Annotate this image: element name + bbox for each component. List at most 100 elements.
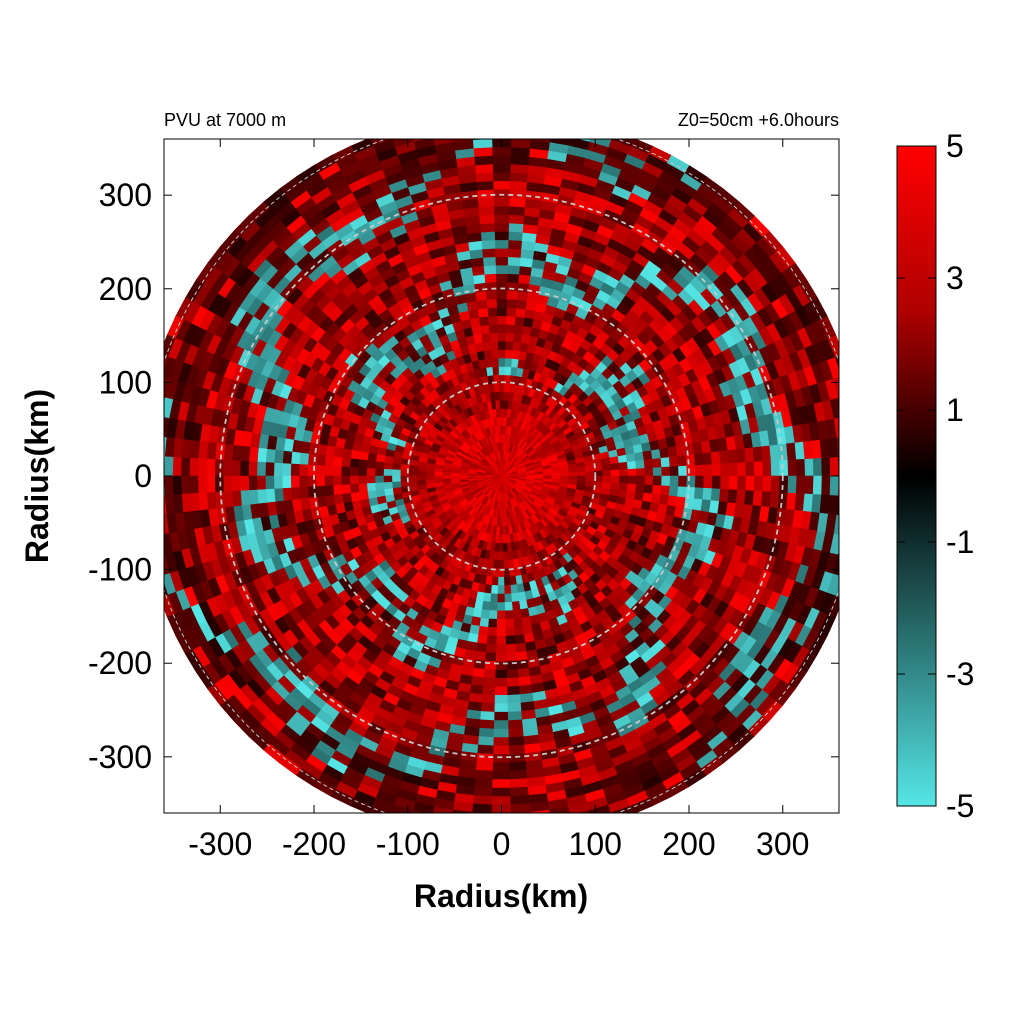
heatmap-cell [492, 188, 511, 198]
heatmap-cell [479, 719, 495, 730]
heatmap-cell [493, 197, 510, 207]
heatmap-cell [635, 475, 646, 485]
heatmap-cell [425, 471, 435, 477]
heatmap-cell [480, 609, 491, 620]
heatmap-cell [513, 617, 524, 628]
heatmap-cell [471, 829, 492, 839]
heatmap-cell [585, 475, 595, 482]
heatmap-cell [855, 455, 864, 476]
heatmap-cell [497, 357, 506, 367]
x-tick-label: 100 [569, 826, 622, 862]
heatmap-cell [531, 818, 552, 829]
heatmap-cell [149, 515, 160, 536]
heatmap-cell [495, 652, 508, 662]
heatmap-cell [349, 458, 360, 469]
heatmap-cell [512, 811, 531, 813]
heatmap-cell [471, 821, 491, 831]
heatmap-cell [505, 610, 515, 620]
heatmap-cell [829, 456, 839, 477]
heatmap-cell [504, 349, 513, 359]
colorbar-tick-label: -3 [946, 656, 974, 692]
heatmap-cell [492, 163, 511, 173]
heatmap-cell [787, 458, 798, 477]
heatmap-cell [552, 117, 574, 129]
heatmap-cell [478, 214, 495, 225]
heatmap-cell [488, 323, 498, 334]
heatmap-cell [408, 465, 419, 472]
heatmap-cell [609, 139, 612, 140]
heatmap-cell [324, 485, 335, 497]
heatmap-cell [496, 635, 507, 645]
heatmap-cell [472, 803, 493, 813]
heatmap-cell [282, 450, 293, 465]
heatmap-cell [652, 475, 663, 486]
heatmap-cell [498, 382, 505, 392]
heatmap-cell [509, 761, 528, 772]
heatmap-cell [512, 332, 523, 343]
heatmap-cell [572, 120, 594, 133]
heatmap-cell [619, 468, 629, 477]
heatmap-cell [728, 475, 739, 490]
heatmap-cell [357, 467, 368, 477]
heatmap-cell [479, 617, 490, 628]
heatmap-cell [197, 475, 208, 494]
y-tick-label: 100 [99, 364, 152, 400]
heatmap-cell [357, 475, 368, 485]
heatmap-cell [506, 281, 519, 292]
heatmap-cell [851, 414, 862, 436]
heatmap-cell [497, 585, 506, 595]
heatmap-cell [494, 686, 509, 696]
heatmap-cell [735, 447, 747, 463]
heatmap-cell [492, 130, 512, 138]
heatmap-cell [735, 489, 747, 505]
heatmap-cell [494, 256, 509, 266]
heatmap-cell [481, 247, 496, 258]
heatmap-cell [240, 490, 251, 507]
heatmap-cell [451, 123, 472, 134]
heatmap-cell [374, 461, 385, 470]
heatmap-cell [838, 397, 839, 402]
heatmap-cell [531, 123, 552, 134]
heatmap-cell [634, 491, 645, 501]
heatmap-cell [497, 610, 506, 620]
heatmap-cell [703, 463, 713, 477]
heatmap-cell [745, 475, 755, 491]
heatmap-cell [486, 635, 498, 646]
heatmap-cell [519, 342, 529, 353]
heatmap-cell [507, 702, 523, 713]
heatmap-cell [643, 458, 654, 469]
colorbar-tick-label: -1 [946, 524, 974, 560]
heatmap-cell [472, 146, 493, 157]
heatmap-cell [273, 449, 284, 464]
x-tick-label: -100 [376, 826, 440, 862]
heatmap-cell [489, 340, 499, 351]
heatmap-cell [492, 762, 511, 772]
heatmap-cell [504, 601, 514, 612]
heatmap-cell [509, 172, 528, 183]
heatmap-cell [505, 618, 515, 629]
heatmap-cell [512, 609, 523, 620]
y-tick-label: 300 [99, 177, 152, 213]
heatmap-cell [510, 786, 530, 797]
heatmap-cell [661, 466, 671, 477]
heatmap-cell [222, 475, 233, 493]
heatmap-cell [509, 475, 519, 478]
heatmap-cell [677, 485, 688, 498]
heatmap-cell [493, 737, 510, 747]
heatmap-cell [273, 475, 283, 490]
heatmap-cell [149, 416, 160, 437]
heatmap-cell [197, 458, 208, 477]
heatmap-cell [214, 475, 224, 493]
heatmap-cell [498, 366, 505, 376]
heatmap-cell [551, 125, 572, 137]
heatmap-cell [509, 366, 518, 377]
heatmap-cell [847, 394, 859, 416]
heatmap-cell [516, 290, 529, 301]
heatmap-cell [635, 483, 646, 493]
heatmap-cell [508, 736, 525, 747]
heatmap-cell [504, 340, 514, 351]
heatmap-cell [719, 488, 730, 503]
heatmap-cell [139, 435, 149, 456]
heatmap-cell [821, 456, 831, 477]
heatmap-cell [532, 827, 553, 838]
